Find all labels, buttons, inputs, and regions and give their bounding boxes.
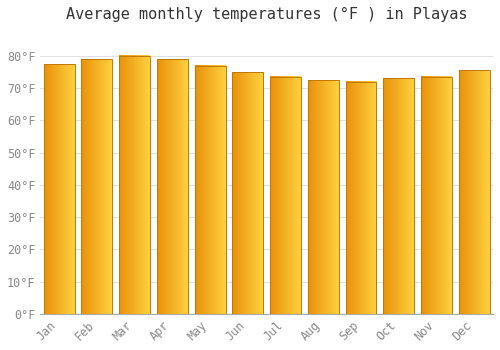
Bar	[232, 72, 264, 314]
Bar	[157, 59, 188, 314]
Bar	[82, 59, 112, 314]
Bar	[194, 65, 226, 314]
Bar	[458, 70, 490, 314]
Bar	[270, 77, 301, 314]
Bar	[44, 64, 74, 314]
Bar	[119, 56, 150, 314]
Bar	[421, 77, 452, 314]
Bar	[346, 82, 376, 314]
Title: Average monthly temperatures (°F ) in Playas: Average monthly temperatures (°F ) in Pl…	[66, 7, 468, 22]
Bar	[308, 80, 338, 314]
Bar	[384, 78, 414, 314]
